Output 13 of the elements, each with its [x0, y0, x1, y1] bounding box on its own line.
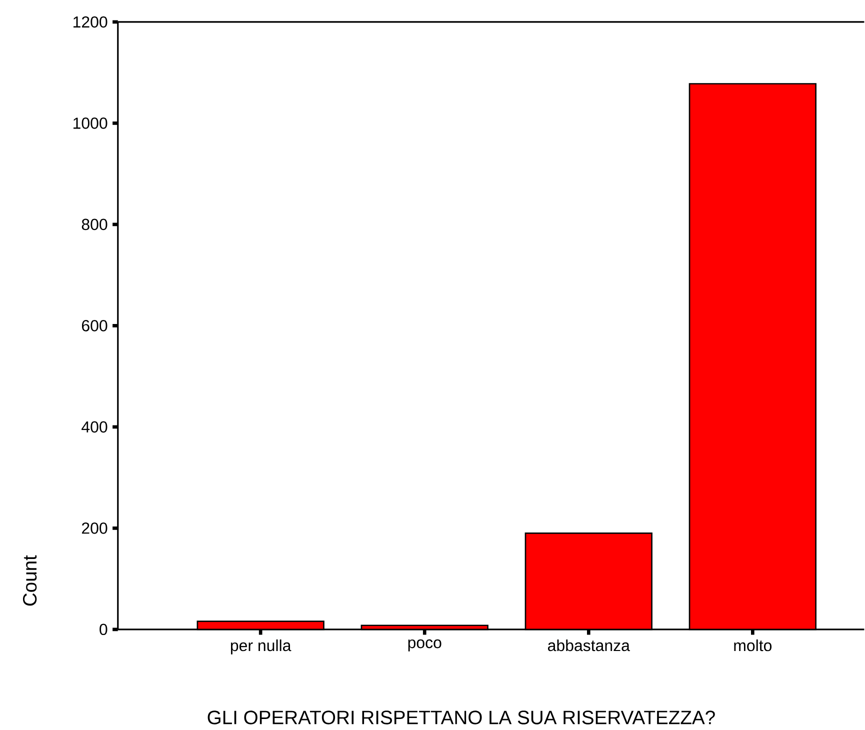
y-tick-label: 800	[82, 218, 108, 230]
x-tick-label: poco	[408, 639, 442, 652]
x-axis-title: GLI OPERATORI RISPETTANO LA SUA RISERVATEZZA?	[208, 710, 715, 724]
y-axis-title: Count	[22, 555, 37, 606]
y-tick-label: 0	[100, 624, 108, 635]
y-tick-label: 400	[82, 421, 108, 432]
x-tick-label: per nulla	[230, 639, 292, 654]
y-tick-label: 200	[82, 522, 108, 534]
y-tick-label: 1000	[74, 117, 108, 129]
x-tick-label: molto	[734, 639, 772, 652]
y-tick-label: 1200	[74, 16, 108, 28]
y-tick-label: 600	[82, 320, 108, 332]
x-tick-label: abbastanza	[548, 639, 630, 652]
